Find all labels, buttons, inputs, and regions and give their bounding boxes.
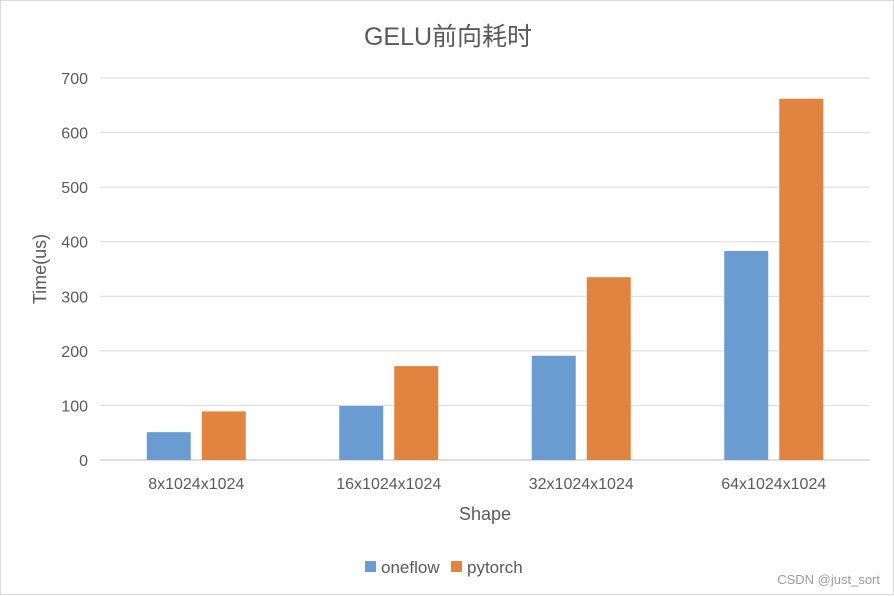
x-tick-label: 16x1024x1024 xyxy=(336,476,441,493)
y-tick-label: 700 xyxy=(61,71,88,88)
bar-oneflow-3 xyxy=(724,250,769,460)
bar-pytorch-1 xyxy=(394,366,439,460)
bar-oneflow-2 xyxy=(531,355,576,460)
y-axis-label: Time(us) xyxy=(30,234,50,304)
bar-pytorch-3 xyxy=(779,98,824,460)
x-axis-label: Shape xyxy=(459,504,511,524)
bars xyxy=(146,98,824,460)
y-tick-label: 400 xyxy=(61,235,88,252)
bar-oneflow-0 xyxy=(146,432,191,460)
gridlines xyxy=(100,77,870,461)
y-tick-label: 300 xyxy=(61,289,88,306)
legend-label-oneflow: oneflow xyxy=(381,558,440,577)
y-tick-label: 500 xyxy=(61,180,88,197)
bar-pytorch-2 xyxy=(586,277,631,460)
watermark-text: CSDN @just_sort xyxy=(777,572,880,587)
x-tick-label: 64x1024x1024 xyxy=(721,476,826,493)
y-tick-label: 200 xyxy=(61,344,88,361)
y-axis-ticks: 0 100 200 300 400 500 600 700 xyxy=(61,71,88,470)
y-tick-label: 600 xyxy=(61,126,88,143)
x-tick-label: 8x1024x1024 xyxy=(148,476,244,493)
bar-oneflow-1 xyxy=(339,405,384,460)
x-axis-ticks: 8x1024x1024 16x1024x1024 32x1024x1024 64x10… xyxy=(148,476,826,493)
y-tick-label: 100 xyxy=(61,398,88,415)
legend-label-pytorch: pytorch xyxy=(467,558,523,577)
legend-swatch-oneflow xyxy=(365,561,376,572)
x-tick-label: 32x1024x1024 xyxy=(529,476,634,493)
bar-pytorch-0 xyxy=(201,411,246,460)
legend: oneflow pytorch xyxy=(365,558,523,577)
y-tick-label: 0 xyxy=(79,453,88,470)
legend-swatch-pytorch xyxy=(451,561,462,572)
chart-title: GELU前向耗时 xyxy=(364,23,532,51)
